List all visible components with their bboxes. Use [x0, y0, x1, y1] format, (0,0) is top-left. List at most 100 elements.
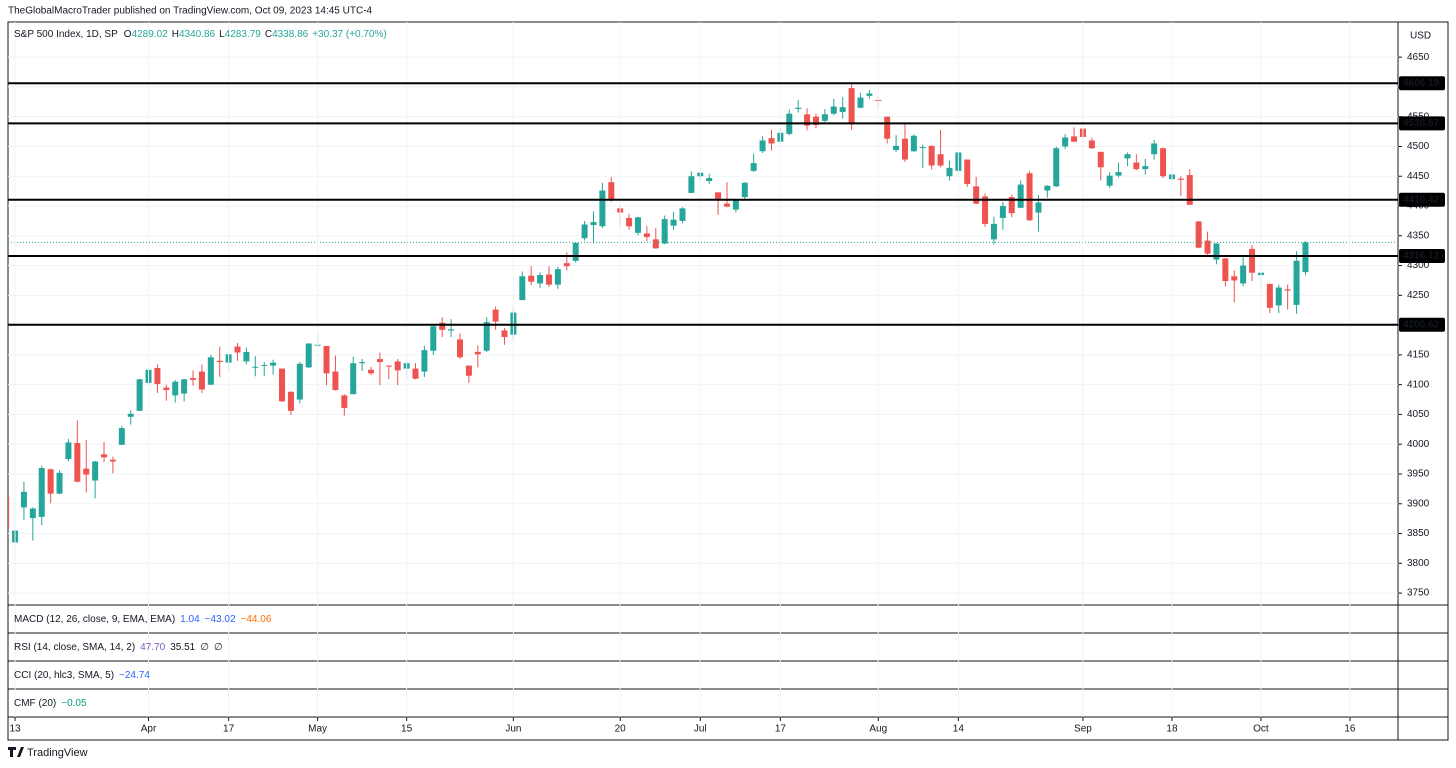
candle-body: [804, 114, 811, 126]
indicator-value: −24.74: [119, 670, 150, 681]
candle-body: [350, 363, 357, 395]
y-tick-label: 4250: [1407, 290, 1430, 301]
candle-body: [163, 387, 170, 391]
candle-body: [1266, 284, 1273, 308]
x-tick-label: Jul: [694, 724, 707, 735]
candle-body: [1213, 243, 1220, 260]
candle-body: [1249, 248, 1256, 273]
candle-body: [990, 223, 997, 240]
y-tick-label: 3950: [1407, 469, 1430, 480]
candle-body: [964, 159, 971, 184]
candle-body: [1284, 289, 1291, 291]
candle-body: [1302, 242, 1309, 273]
candle-body: [492, 309, 499, 322]
candle-body: [830, 106, 837, 114]
y-tick-label: 4100: [1407, 379, 1430, 390]
indicator-legend: CMF (20) −0.05: [14, 698, 87, 709]
y-tick-label: 4450: [1407, 171, 1430, 182]
legend-value: 4283.79: [225, 29, 262, 40]
indicator-value: 1.04: [180, 614, 200, 625]
candle-body: [65, 442, 72, 460]
published-note: TheGlobalMacroTrader published on Tradin…: [8, 6, 373, 17]
x-tick-label: 17: [223, 724, 235, 735]
candle-body: [973, 186, 980, 204]
candle-body: [768, 138, 775, 144]
candle-body: [919, 147, 926, 149]
candle-body: [545, 274, 552, 285]
candle-body: [38, 468, 45, 517]
level-label-bg: [1399, 248, 1445, 263]
candle-body: [1035, 202, 1042, 213]
candle-body: [465, 365, 472, 376]
x-tick-label: 18: [1166, 724, 1178, 735]
x-tick-label: 13: [9, 724, 21, 735]
legend-key: H: [172, 29, 179, 40]
indicator-value: ∅: [214, 642, 223, 653]
candle-body: [1115, 172, 1122, 176]
candle-body: [572, 242, 579, 261]
candle-body: [857, 97, 864, 108]
x-tick-label: Jun: [505, 724, 521, 735]
candle-body: [385, 365, 392, 367]
indicator-value: 47.70: [140, 642, 165, 653]
x-tick-label: Oct: [1253, 724, 1269, 735]
candle-body: [706, 178, 713, 181]
y-tick-label: 3850: [1407, 528, 1430, 539]
candle-body: [1071, 136, 1078, 142]
candle-body: [1017, 184, 1024, 208]
candle-body: [795, 107, 802, 109]
y-tick-label: 4050: [1407, 409, 1430, 420]
candle-body: [127, 413, 134, 417]
candle-body: [848, 88, 855, 125]
y-tick-label: 3750: [1407, 588, 1430, 599]
candle-body: [421, 350, 428, 372]
candle-body: [332, 371, 339, 391]
candle-body: [501, 330, 508, 338]
y-tick-label: 4000: [1407, 439, 1430, 450]
candle-body: [1142, 166, 1149, 170]
candle-body: [252, 366, 259, 368]
candle-body: [1186, 175, 1193, 205]
candle-body: [457, 339, 464, 358]
plot-area: [8, 56, 1398, 594]
candle-body: [1026, 173, 1033, 221]
candle-body: [172, 381, 179, 396]
candle-body: [394, 361, 401, 371]
candle-body: [554, 269, 561, 285]
candle-body: [136, 379, 143, 411]
candle-body: [323, 345, 330, 374]
candle-body: [643, 233, 650, 237]
y-tick-label: 4500: [1407, 141, 1430, 152]
candle-body: [20, 491, 27, 508]
x-tick-label: Apr: [141, 724, 157, 735]
level-label-bg: [1399, 116, 1445, 131]
candle-body: [652, 239, 659, 249]
candle-body: [982, 196, 989, 224]
level-label: 4538.67: [1403, 118, 1440, 129]
frame: [7, 21, 1449, 741]
legend-value: 4289.02: [132, 29, 169, 40]
x-tick-label: 16: [1344, 724, 1356, 735]
x-tick-label: 20: [615, 724, 627, 735]
y-tick-label: 4650: [1407, 52, 1430, 63]
legend-change: +30.37 (+0.70%): [312, 29, 387, 40]
candle-body: [74, 443, 81, 482]
level-label: 4410.42: [1403, 194, 1440, 205]
candle-body: [1240, 265, 1247, 284]
candle-body: [634, 217, 641, 233]
candle-body: [928, 145, 935, 166]
candle-body: [359, 362, 366, 364]
candle-body: [234, 346, 241, 353]
y-tick-label: 4150: [1407, 350, 1430, 361]
level-label: 4316.12: [1403, 251, 1440, 262]
indicator-value: −43.02: [205, 614, 236, 625]
x-tick-label: May: [308, 724, 327, 735]
candle-body: [599, 190, 606, 227]
candle-body: [279, 368, 286, 402]
candle-body: [1195, 221, 1202, 248]
indicator-name: MACD (12, 26, close, 9, EMA, EMA): [14, 614, 175, 625]
candle-body: [412, 368, 419, 379]
candle-body: [439, 322, 446, 330]
y-tick-label: 3900: [1407, 498, 1430, 509]
candle-body: [47, 469, 54, 494]
